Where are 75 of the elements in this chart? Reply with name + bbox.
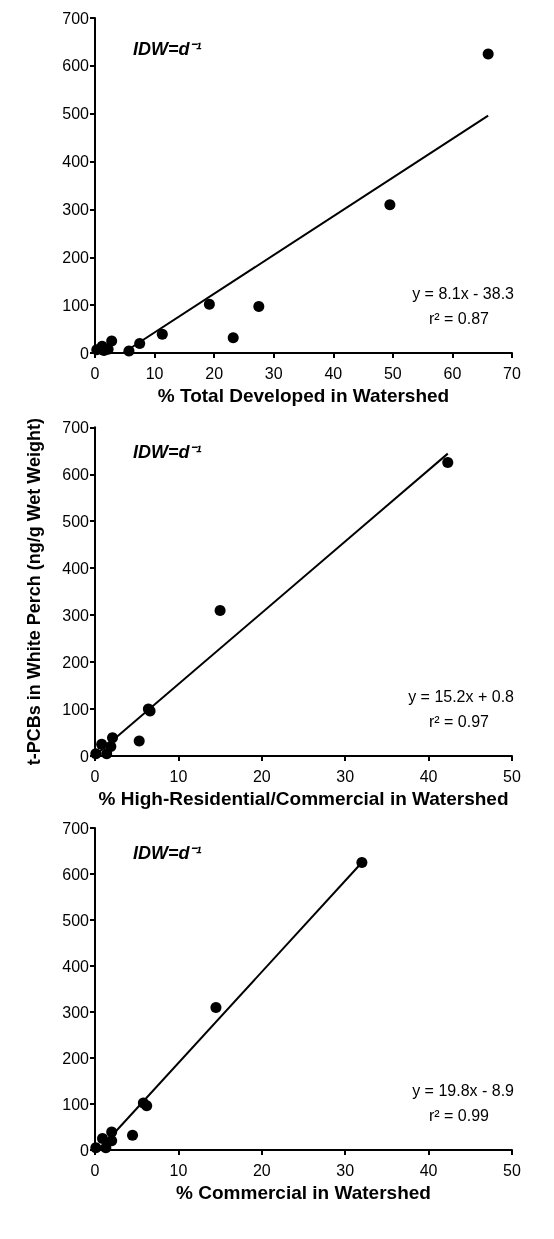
annotation: r² = 0.87 [428, 309, 490, 327]
x-tick-label: 10 [145, 364, 164, 382]
x-tick-label: 10 [169, 1161, 188, 1179]
y-tick-label: 0 [80, 747, 90, 765]
point [134, 337, 146, 349]
point [227, 332, 239, 344]
y-axis-title: t-PCBs in White Perch (ng/g Wet Weight) [24, 418, 44, 766]
y-tick-label: 300 [62, 1003, 90, 1021]
point [101, 748, 113, 760]
point [214, 604, 226, 616]
y-tick-label: 700 [62, 9, 90, 27]
y-tick-label: 500 [62, 105, 90, 123]
point [210, 1001, 222, 1013]
y-tick-label: 400 [62, 153, 90, 171]
x-tick-label: 20 [205, 364, 224, 382]
annotation: y = 8.1x - 38.3 [412, 284, 515, 302]
annotation: y = 15.2x + 0.8 [408, 687, 515, 705]
y-tick-label: 200 [62, 1049, 90, 1067]
annotation: IDW=d⁻¹ [133, 843, 202, 863]
point [123, 345, 135, 357]
x-tick-label: 10 [169, 767, 188, 785]
y-tick-label: 200 [62, 248, 90, 266]
x-axis-title: % Total Developed in Watershed [157, 384, 450, 406]
y-tick-label: 400 [62, 559, 90, 577]
y-tick-label: 100 [62, 1095, 90, 1113]
point [133, 735, 145, 747]
annotation: r² = 0.97 [428, 712, 490, 730]
y-tick-label: 700 [62, 819, 90, 837]
point [156, 328, 168, 340]
annotation: y = 19.8x - 8.9 [412, 1081, 515, 1099]
y-tick-label: 0 [80, 344, 90, 362]
y-tick-label: 300 [62, 606, 90, 624]
y-tick-label: 500 [62, 911, 90, 929]
x-tick-label: 50 [383, 364, 402, 382]
point [356, 857, 368, 868]
y-tick-label: 100 [62, 700, 90, 718]
x-tick-label: 50 [503, 767, 521, 785]
x-tick-label: 50 [503, 1161, 521, 1179]
x-tick-label: 60 [443, 364, 462, 382]
y-tick-label: 0 [80, 1141, 90, 1159]
x-tick-label: 40 [419, 767, 438, 785]
y-tick-label: 600 [62, 57, 90, 75]
annotation: r² = 0.99 [428, 1106, 490, 1124]
x-tick-label: 20 [252, 767, 271, 785]
point [100, 1142, 112, 1154]
x-tick-label: 30 [336, 1161, 355, 1179]
point [253, 301, 265, 313]
x-tick-label: 20 [252, 1161, 271, 1179]
point [127, 1129, 139, 1141]
x-axis-title: % Commercial in Watershed [176, 1181, 431, 1203]
x-tick-label: 40 [324, 364, 343, 382]
x-tick-label: 70 [503, 364, 521, 382]
annotation: IDW=d⁻¹ [133, 39, 202, 59]
y-tick-label: 100 [62, 296, 90, 314]
y-tick-label: 600 [62, 465, 90, 483]
y-tick-label: 200 [62, 653, 90, 671]
x-tick-label: 40 [419, 1161, 438, 1179]
annotation: IDW=d⁻¹ [133, 442, 202, 462]
y-tick-label: 300 [62, 200, 90, 218]
point [96, 738, 108, 750]
x-tick-label: 30 [336, 767, 355, 785]
point [90, 1142, 102, 1154]
point [442, 457, 454, 469]
x-axis-title: % High-Residential/Commercial in Watershed [98, 787, 509, 809]
y-tick-label: 400 [62, 957, 90, 975]
point [90, 748, 102, 760]
x-tick-label: 30 [264, 364, 283, 382]
point [482, 48, 494, 60]
y-tick-label: 700 [62, 418, 90, 436]
point [203, 298, 215, 310]
point [97, 1133, 109, 1144]
y-tick-label: 500 [62, 512, 90, 530]
point [384, 199, 396, 211]
y-tick-label: 600 [62, 865, 90, 883]
point [141, 1100, 153, 1112]
